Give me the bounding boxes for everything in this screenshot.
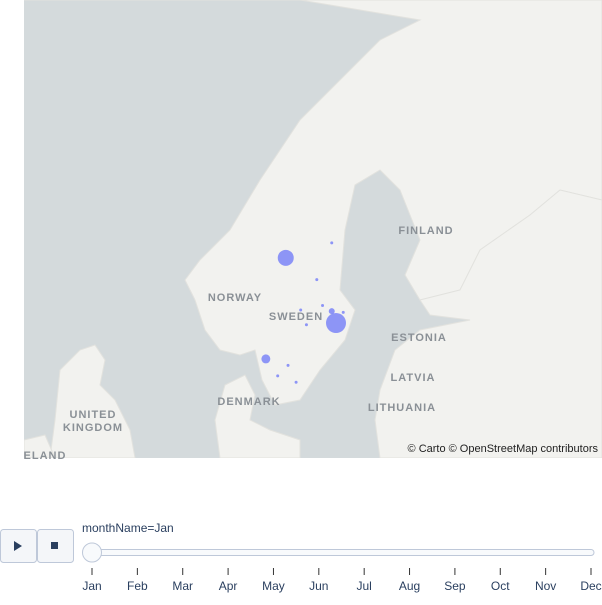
slider-handle[interactable] [82,542,102,563]
stop-button[interactable] [37,529,74,563]
slider-step-label[interactable]: May [262,579,285,593]
map-point [315,278,319,282]
map-point [328,308,335,315]
map-label: LATVIA [391,372,436,384]
map-point [276,374,280,378]
map-label: UNITED [70,409,117,421]
land-finland-east [374,189,602,458]
attribution: © Carto © OpenStreetMap contributors [408,443,599,455]
map-point [321,303,325,307]
map-label: ESTONIA [391,332,447,344]
land-uk [49,344,136,458]
map-label: KINGDOM [63,422,123,434]
slider-step-label[interactable]: Jan [82,579,101,593]
map[interactable] [24,0,602,458]
slider-current-value: monthName=Jan [82,521,174,535]
map-point [261,354,271,364]
slider-step-label[interactable]: Sep [444,579,466,593]
map-point [304,323,308,327]
map-label: LITHUANIA [368,402,436,414]
map-point [286,363,290,367]
slider-step-label[interactable]: Apr [219,579,238,593]
land-ireland [24,434,56,458]
slider-step-label[interactable]: Mar [172,579,193,593]
map-point [299,308,303,312]
land-denmark [214,374,301,458]
slider-rail[interactable] [87,549,595,556]
slider-step-label[interactable]: Dec [580,579,601,593]
map-point [277,249,294,266]
map-label: DENMARK [217,396,280,408]
slider-step-label[interactable]: Feb [127,579,148,593]
map-point [294,380,298,384]
map-point [326,313,346,333]
map-label: NORWAY [208,292,262,304]
play-button[interactable] [0,529,37,563]
slider-step-label[interactable]: Nov [535,579,556,593]
map-label: ELAND [24,450,67,462]
slider-step-label[interactable]: Jun [309,579,328,593]
map-label: FINLAND [398,225,453,237]
slider-step-label[interactable]: Aug [399,579,420,593]
map-label: SWEDEN [269,311,323,323]
slider-step-label[interactable]: Jul [357,579,372,593]
map-point [330,241,334,245]
slider-step-label[interactable]: Oct [491,579,510,593]
map-point [341,310,345,314]
